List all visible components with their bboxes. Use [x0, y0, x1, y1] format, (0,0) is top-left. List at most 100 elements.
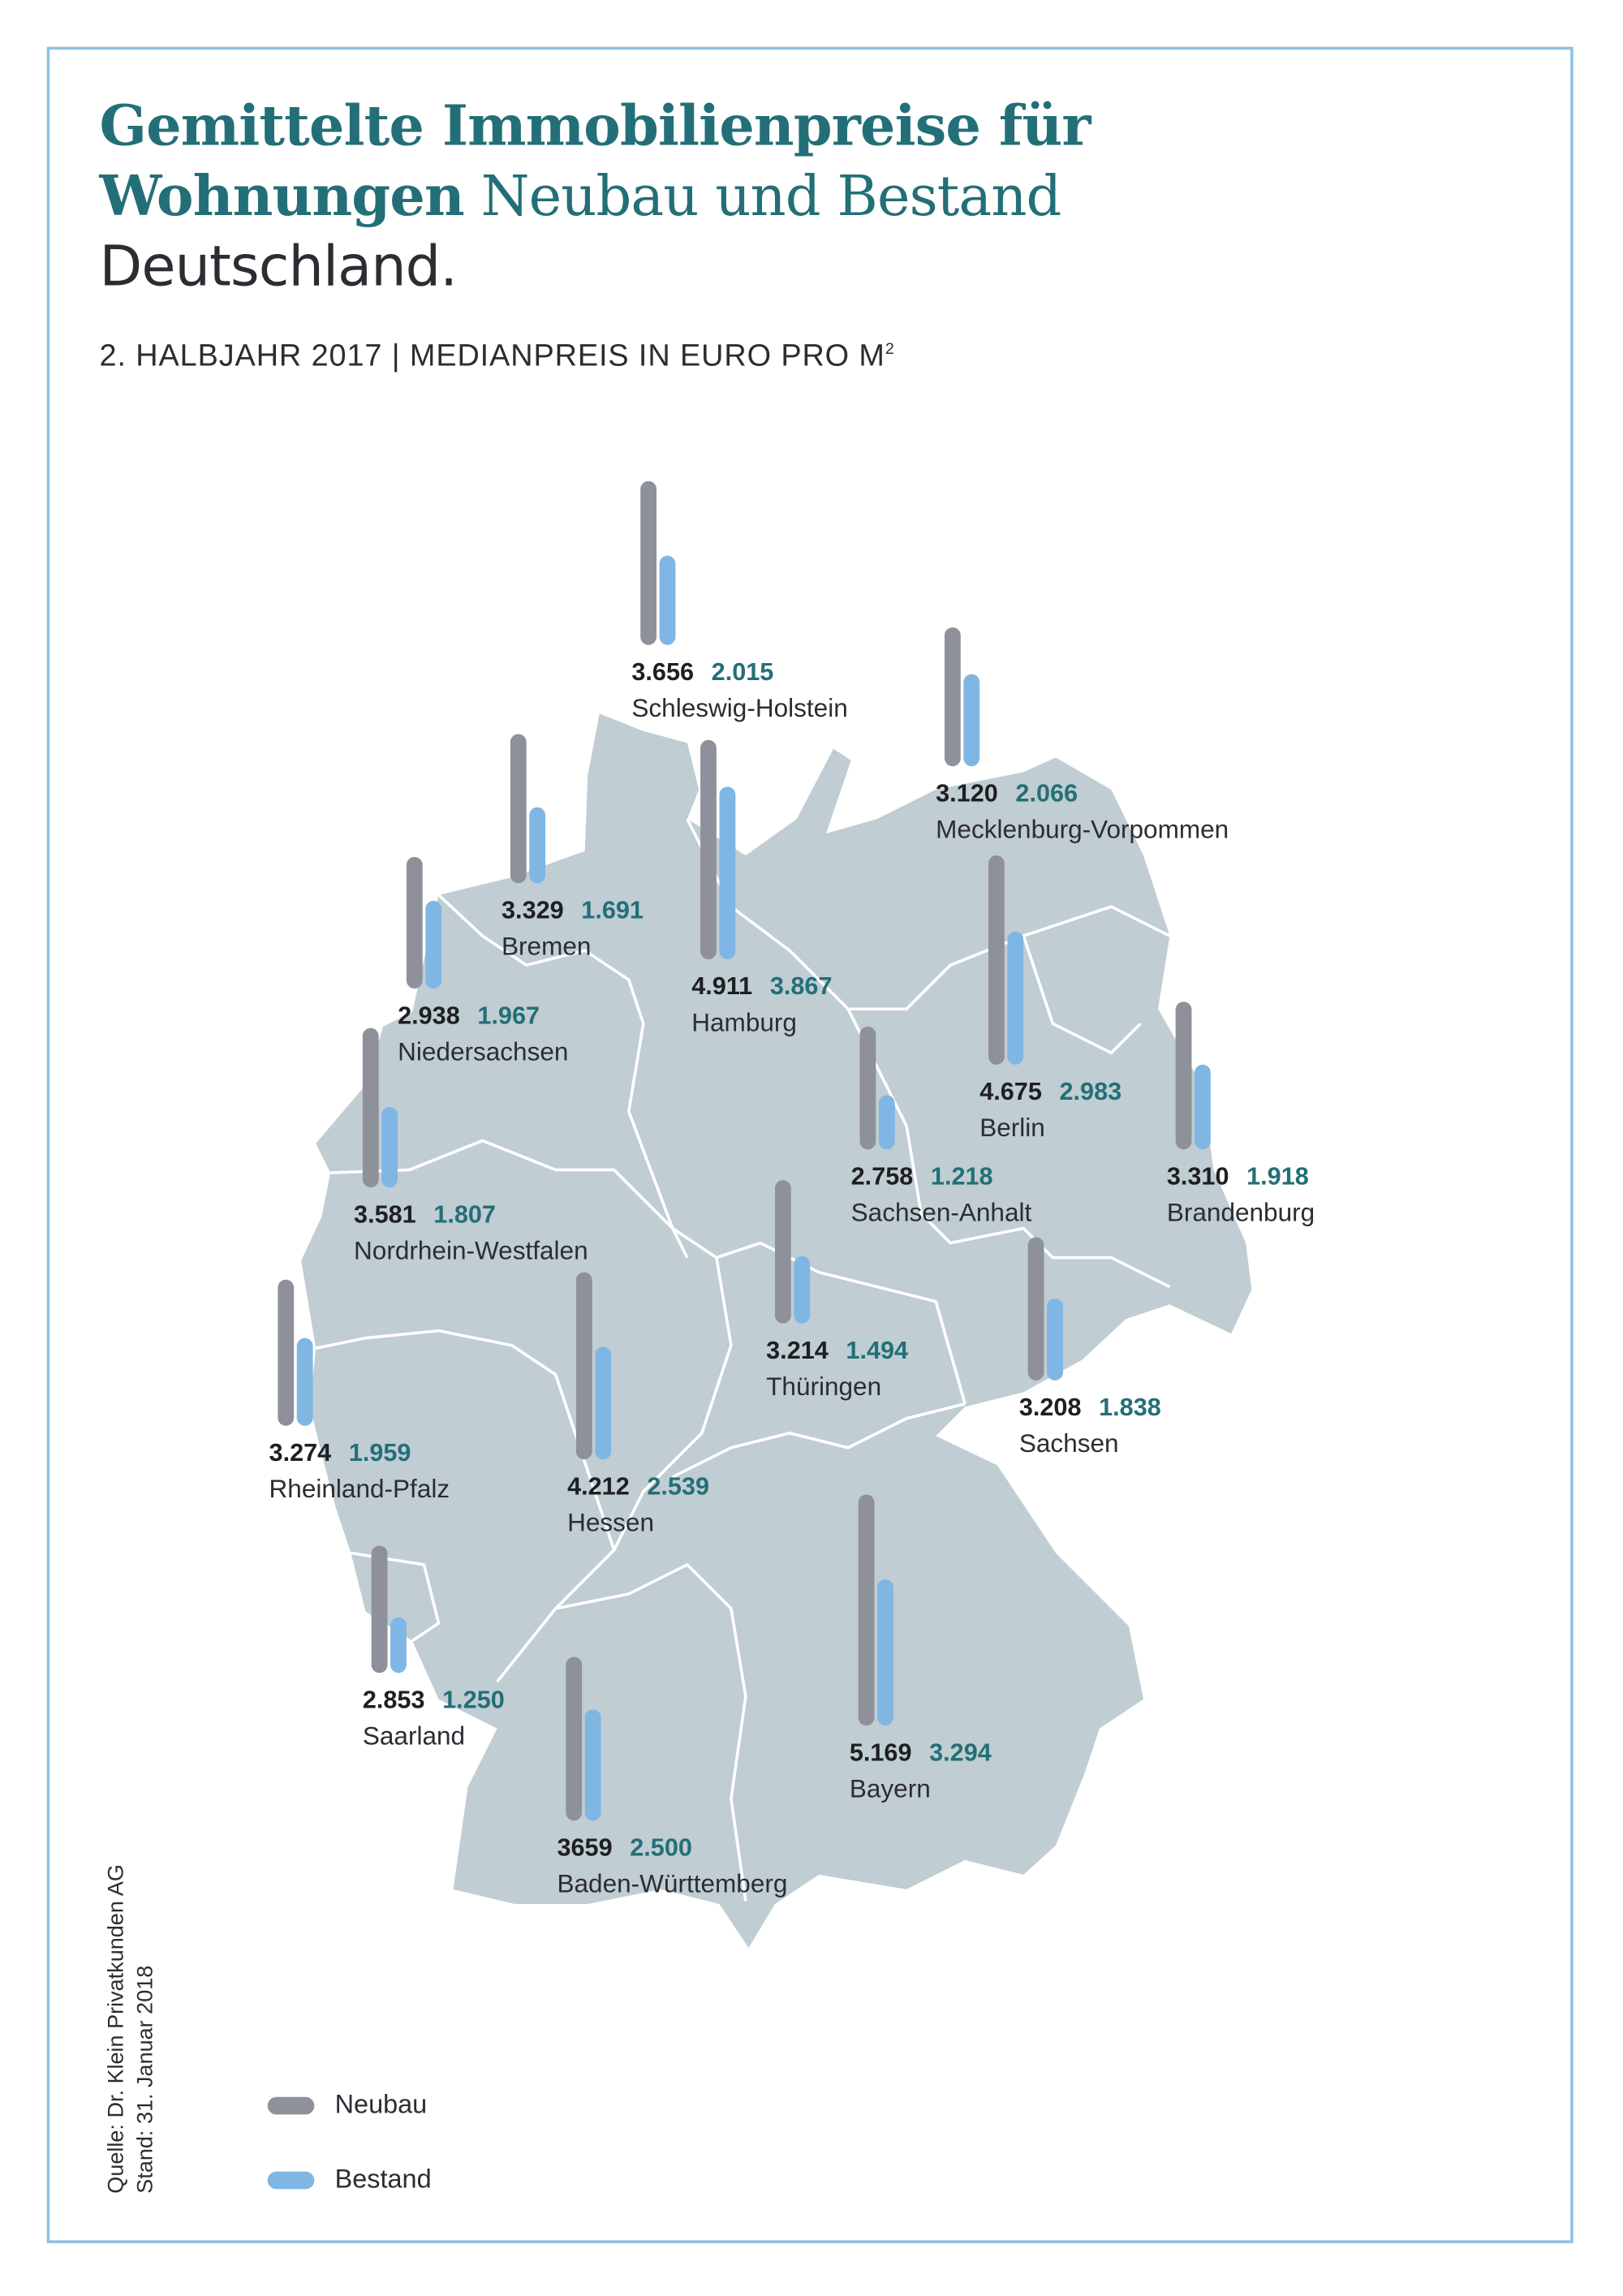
bar-neubau-berlin [988, 855, 1005, 1065]
legend-bestand-swatch [267, 2170, 315, 2189]
title-line-2-light: Neubau und Bestand [480, 163, 1062, 229]
neubau-value: 3.656 [631, 657, 695, 687]
bar-neubau-bayern [858, 1495, 875, 1726]
neubau-value: 2.938 [398, 1002, 460, 1030]
bestand-value: 1.807 [433, 1200, 496, 1229]
region-label-niedersachsen: 2.938 1.967 Niedersachsen [398, 999, 568, 1069]
bar-bestand-nordrhein-westfalen [381, 1106, 398, 1188]
neubau-value: 3.214 [766, 1336, 829, 1365]
bar-neubau-bremen [510, 734, 527, 884]
bar-bestand-rheinland-pfalz [296, 1338, 313, 1426]
region-name: Sachsen-Anhalt [850, 1197, 1032, 1227]
bar-neubau-saarland [371, 1545, 388, 1674]
neubau-value: 3.310 [1166, 1162, 1229, 1191]
region-label-th-ringen: 3.214 1.494 Thüringen [766, 1333, 908, 1403]
source-note: Quelle: Dr. Klein Privatkunden AG Stand:… [102, 1864, 161, 2194]
neubau-value: 3659 [557, 1833, 613, 1862]
region-name: Hessen [567, 1507, 655, 1537]
region-name: Bayern [849, 1773, 931, 1803]
region-label-sachsen-anhalt: 2.758 1.218 Sachsen-Anhalt [851, 1160, 1032, 1230]
subtitle-text: 2. HALBJAHR 2017 | MEDIANPREIS IN EURO P… [99, 339, 885, 373]
subtitle: 2. HALBJAHR 2017 | MEDIANPREIS IN EURO P… [100, 339, 895, 374]
bar-bestand-sachsen-anhalt [878, 1095, 895, 1150]
frame-border [46, 46, 1573, 2243]
bar-neubau-sachsen-anhalt [859, 1026, 876, 1150]
bestand-value: 2.015 [711, 657, 774, 687]
bestand-value: 1.218 [930, 1162, 993, 1191]
bar-neubau-mecklenburg-vorpommen [944, 627, 961, 767]
region-name: Baden-Württemberg [557, 1868, 788, 1898]
bar-neubau-rheinland-pfalz [278, 1279, 295, 1426]
bar-bestand-bremen [529, 808, 546, 884]
bar-bestand-baden-w-rttemberg [584, 1708, 601, 1821]
neubau-value: 4.212 [567, 1472, 630, 1501]
bar-neubau-schleswig-holstein [640, 481, 657, 645]
bestand-value: 2.500 [630, 1833, 692, 1862]
neubau-value: 4.675 [979, 1077, 1042, 1106]
bar-neubau-hamburg [700, 740, 717, 959]
date-line: Stand: 31. Januar 2018 [132, 1965, 158, 2194]
title-line-2-bold: Wohnungen [99, 162, 465, 229]
bestand-value: 2.983 [1059, 1077, 1122, 1106]
region-name: Mecklenburg-Vorpommen [936, 814, 1229, 844]
source-line: Quelle: Dr. Klein Privatkunden AG [103, 1864, 129, 2194]
region-label-nordrhein-westfalen: 3.581 1.807 Nordrhein-Westfalen [354, 1198, 588, 1268]
bar-neubau-hessen [575, 1271, 592, 1460]
bestand-value: 1.918 [1246, 1162, 1309, 1191]
region-label-hessen: 4.212 2.539 Hessen [567, 1470, 709, 1540]
bar-bestand-brandenburg [1195, 1063, 1211, 1150]
neubau-value: 3.329 [502, 896, 564, 924]
bar-bestand-schleswig-holstein [659, 554, 676, 645]
neubau-value: 2.758 [850, 1162, 914, 1191]
region-label-bayern: 5.169 3.294 Bayern [850, 1736, 992, 1806]
neubau-value: 3.274 [269, 1438, 332, 1467]
region-label-saarland: 2.853 1.250 Saarland [363, 1683, 505, 1753]
bestand-value: 2.066 [1015, 779, 1078, 808]
region-label-mecklenburg-vorpommen: 3.120 2.066 Mecklenburg-Vorpommen [936, 777, 1229, 846]
bar-bestand-saarland [390, 1617, 407, 1674]
bar-neubau-nordrhein-westfalen [362, 1027, 379, 1188]
bestand-value: 1.959 [348, 1438, 411, 1467]
region-name: Niedersachsen [398, 1036, 569, 1066]
region-name: Thüringen [766, 1372, 882, 1402]
bestand-value: 2.539 [647, 1472, 710, 1501]
region-label-bremen: 3.329 1.691 Bremen [502, 894, 644, 963]
region-name: Hamburg [691, 1007, 797, 1037]
bar-neubau-brandenburg [1175, 1002, 1192, 1150]
bestand-value: 1.494 [846, 1336, 909, 1365]
region-name: Rheinland-Pfalz [269, 1474, 450, 1504]
bar-bestand-hamburg [719, 786, 736, 959]
bar-bestand-niedersachsen [425, 900, 442, 989]
neubau-value: 4.911 [691, 972, 753, 1001]
neubau-value: 5.169 [849, 1738, 912, 1767]
bestand-value: 3.867 [769, 972, 833, 1001]
region-name: Schleswig-Holstein [631, 693, 848, 723]
bar-neubau-baden-w-rttemberg [566, 1657, 583, 1821]
title-line-3: Deutschland. [99, 234, 458, 299]
region-label-brandenburg: 3.310 1.918 Brandenburg [1167, 1160, 1315, 1230]
region-label-hamburg: 4.911 3.867 Hamburg [691, 970, 832, 1040]
bar-bestand-hessen [595, 1346, 612, 1460]
bestand-value: 3.294 [929, 1738, 992, 1767]
bar-bestand-berlin [1007, 931, 1024, 1065]
bar-bestand-bayern [877, 1579, 893, 1726]
region-name: Nordrhein-Westfalen [354, 1235, 588, 1265]
region-name: Saarland [362, 1721, 466, 1751]
bar-neubau-sachsen [1027, 1237, 1044, 1381]
neubau-value: 2.853 [362, 1686, 425, 1714]
subtitle-sup: 2 [885, 340, 895, 359]
legend-neubau: Neubau [267, 2089, 428, 2121]
bar-neubau-th-ringen [774, 1179, 791, 1324]
region-label-berlin: 4.675 2.983 Berlin [979, 1075, 1121, 1144]
region-label-schleswig-holstein: 3.656 2.015 Schleswig-Holstein [631, 655, 847, 725]
title-line-1: Gemittelte Immobilienpreise für [99, 92, 1091, 158]
region-name: Sachsen [1018, 1428, 1119, 1458]
region-label-rheinland-pfalz: 3.274 1.959 Rheinland-Pfalz [269, 1436, 450, 1506]
legend-neubau-swatch [267, 2096, 315, 2114]
bestand-value: 1.250 [442, 1686, 505, 1714]
region-name: Brandenburg [1166, 1197, 1315, 1227]
neubau-value: 3.208 [1018, 1394, 1082, 1422]
legend-neubau-label: Neubau [334, 2089, 428, 2119]
legend-bestand: Bestand [267, 2165, 432, 2195]
